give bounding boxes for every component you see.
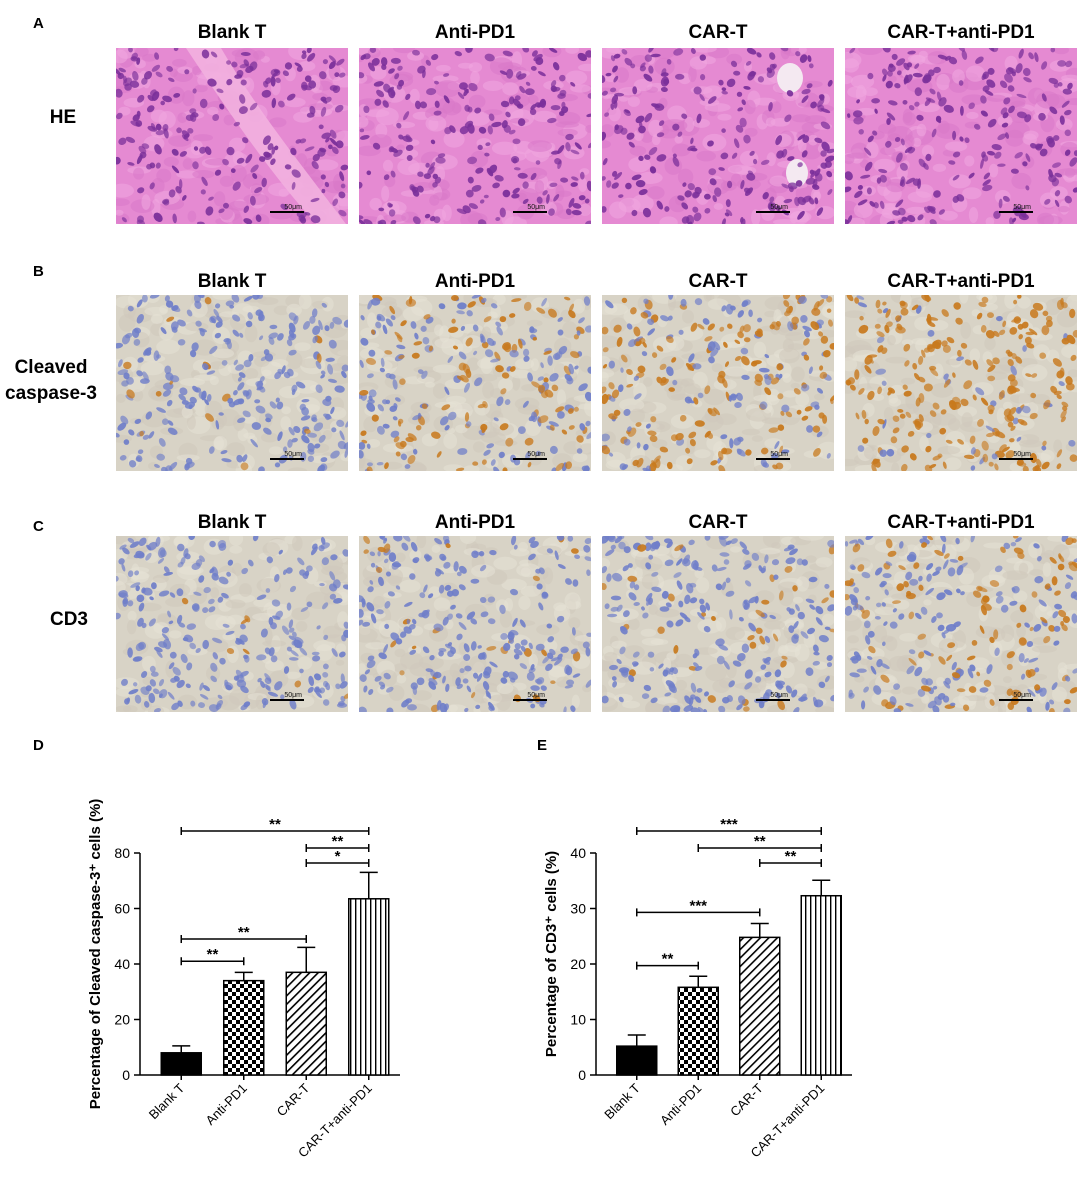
col-title-car-t-anti-pd1: CAR-T+anti-PD1 <box>887 271 1035 292</box>
scale-bar-label: 50μm <box>284 204 302 211</box>
y-tick-label: 30 <box>570 901 586 917</box>
x-tick-label: CAR-T <box>727 1080 766 1119</box>
bar-car-t <box>739 936 781 1076</box>
sig-label: ** <box>238 924 250 941</box>
y-tick-label: 60 <box>114 901 130 917</box>
bar-blank-t <box>160 1052 202 1076</box>
col-title-blank-t: Blank T <box>197 271 267 292</box>
x-tick-label: Blank T <box>601 1080 643 1122</box>
y-tick-label: 20 <box>570 956 586 972</box>
micrograph-cd3-anti-pd1: 50μm <box>359 536 591 712</box>
scale-bar <box>756 458 790 460</box>
panel-letter-a: A <box>33 15 44 32</box>
x-tick-label: Anti-PD1 <box>202 1081 249 1128</box>
micrograph-caspase-anti-pd1: 50μm <box>359 295 591 471</box>
sig-label: ** <box>332 833 344 850</box>
sig-label: ** <box>662 951 674 968</box>
micrograph-cd3-blank-t: 50μm <box>116 536 348 712</box>
micrograph-caspase-car-t-anti-pd1: 50μm <box>845 295 1077 471</box>
scale-bar-label: 50μm <box>1013 204 1031 211</box>
panel-letter-e: E <box>537 737 548 754</box>
sig-label: ** <box>269 816 281 833</box>
panel-letter-d: D <box>33 737 44 754</box>
y-tick-label: 40 <box>114 956 130 972</box>
col-title-blank-t: Blank T <box>197 22 267 43</box>
scale-bar <box>513 211 547 213</box>
bar-anti-pd1 <box>677 986 719 1076</box>
col-title-car-t: CAR-T <box>688 271 748 292</box>
bar-car-t-anti-pd1 <box>800 894 842 1076</box>
y-tick-label: 0 <box>578 1067 586 1083</box>
micrograph-cd3-car-t: 50μm <box>602 536 834 712</box>
y-tick-label: 0 <box>122 1067 130 1083</box>
scale-bar <box>270 699 304 701</box>
row-label-he: HE <box>49 107 77 128</box>
chart-e: 0 10 20 30 40 Percentage of CD3⁺ cells (%) Bla… <box>543 816 852 1160</box>
y-tick-label: 80 <box>114 845 130 861</box>
y-axis-label: Percentage of CD3⁺ cells (%) <box>543 851 560 1057</box>
scale-bar-label: 50μm <box>284 451 302 458</box>
scale-bar <box>999 211 1033 213</box>
col-title-anti-pd1: Anti-PD1 <box>434 512 516 533</box>
panel-letter-b: B <box>33 263 44 280</box>
scale-bar-label: 50μm <box>527 204 545 211</box>
scale-bar-label: 50μm <box>770 451 788 458</box>
panel-letter-c: C <box>33 518 44 535</box>
scale-bar-label: 50μm <box>770 204 788 211</box>
x-tick-label: CAR-T <box>274 1080 313 1119</box>
micrograph-he-anti-pd1: 50μm <box>359 48 591 224</box>
scale-bar <box>513 699 547 701</box>
col-title-car-t-anti-pd1: CAR-T+anti-PD1 <box>887 512 1035 533</box>
micrograph-he-car-t-anti-pd1: 50μm <box>845 48 1077 224</box>
micrograph-caspase-car-t: 50μm <box>602 295 834 471</box>
scale-bar-label: 50μm <box>284 692 302 699</box>
scale-bar-label: 50μm <box>1013 451 1031 458</box>
chart-d: 0 20 40 60 80 Percentage of Cleaved caspase-3… <box>87 799 400 1160</box>
scale-bar <box>270 211 304 213</box>
sig-label: *** <box>689 897 707 914</box>
col-title-anti-pd1: Anti-PD1 <box>434 271 516 292</box>
sig-label: ** <box>754 833 766 850</box>
scale-bar <box>270 458 304 460</box>
col-title-car-t: CAR-T <box>688 22 748 43</box>
micrograph-he-blank-t: 50μm <box>116 48 348 224</box>
x-tick-label: Anti-PD1 <box>657 1081 704 1128</box>
y-tick-label: 40 <box>570 845 586 861</box>
sig-label: *** <box>720 816 738 833</box>
sig-label: ** <box>207 946 219 963</box>
col-title-blank-t: Blank T <box>197 512 267 533</box>
scale-bar <box>513 458 547 460</box>
sig-label: * <box>335 848 341 865</box>
scale-bar <box>756 211 790 213</box>
bar-anti-pd1 <box>223 979 265 1076</box>
col-title-anti-pd1: Anti-PD1 <box>434 22 516 43</box>
micrograph-caspase-blank-t: 50μm <box>116 295 348 471</box>
scale-bar <box>999 699 1033 701</box>
scale-bar-label: 50μm <box>770 692 788 699</box>
row-label-cleaved-caspase-3: Cleaved caspase-3 <box>5 357 97 404</box>
scale-bar-label: 50μm <box>527 692 545 699</box>
col-title-car-t-anti-pd1: CAR-T+anti-PD1 <box>887 22 1035 43</box>
scale-bar-label: 50μm <box>527 451 545 458</box>
micrograph-he-car-t: 50μm <box>602 48 834 224</box>
x-tick-label: Blank T <box>146 1080 188 1122</box>
y-tick-label: 20 <box>114 1012 130 1028</box>
scale-bar-label: 50μm <box>1013 692 1031 699</box>
y-tick-label: 10 <box>570 1012 586 1028</box>
col-title-car-t: CAR-T <box>688 512 748 533</box>
scale-bar <box>999 458 1033 460</box>
bar-blank-t <box>616 1045 658 1076</box>
row-label-cd3: CD3 <box>49 609 88 630</box>
micrograph-cd3-car-t-anti-pd1: 50μm <box>845 536 1077 712</box>
scale-bar <box>756 699 790 701</box>
y-axis-label: Percentage of Cleaved caspase-3⁺ cells (… <box>87 799 104 1110</box>
bar-car-t <box>285 971 327 1076</box>
bar-car-t-anti-pd1 <box>348 898 390 1076</box>
sig-label: ** <box>785 848 797 865</box>
